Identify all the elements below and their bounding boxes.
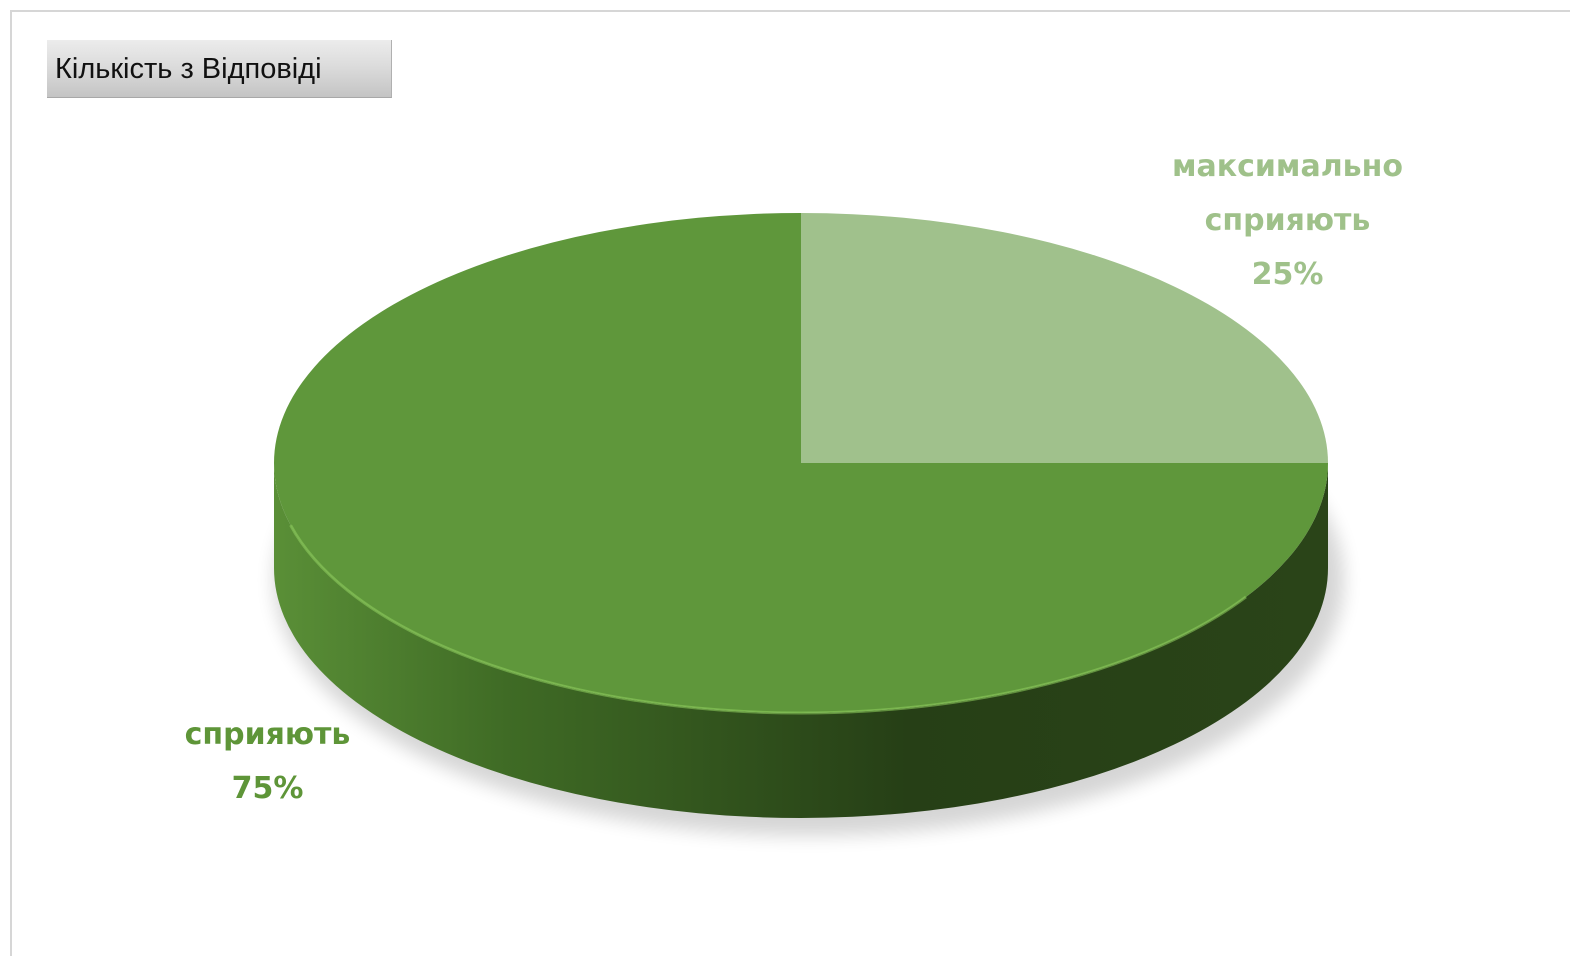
pivot-field-button[interactable]: Кількість з Відповіді: [47, 40, 392, 98]
slice-max-spryiaiut: [801, 213, 1328, 463]
pie-side-wall: [274, 463, 1328, 818]
slice-label-max-line2: сприяють: [1204, 203, 1371, 238]
slice-label-main-value: 75%: [231, 771, 304, 806]
slice-label-max-line1: максимально: [1172, 149, 1403, 184]
slice-label-max: максимально сприяють 25%: [1130, 140, 1445, 302]
slice-label-main-line1: сприяють: [184, 717, 351, 752]
pie-rim-highlight: [289, 524, 1247, 715]
slice-label-max-value: 25%: [1251, 257, 1324, 292]
slice-label-main: сприяють 75%: [160, 708, 375, 816]
